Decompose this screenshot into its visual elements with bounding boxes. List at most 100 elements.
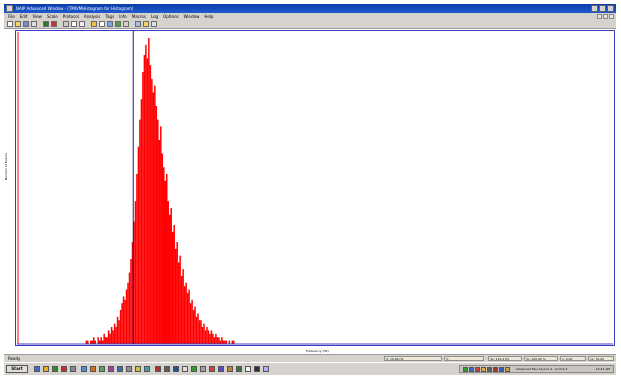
play-icon[interactable] [43, 21, 49, 27]
menu-help[interactable]: Help [204, 14, 214, 19]
tray-icon[interactable] [463, 367, 468, 372]
taskbar-app-icon[interactable] [227, 366, 233, 372]
tray-icon[interactable] [487, 367, 492, 372]
histogram-bar [87, 340, 89, 344]
histogram-plot-area[interactable] [15, 30, 615, 346]
histogram-bar [189, 303, 192, 344]
new-icon[interactable] [7, 21, 13, 27]
taskbar-app-icon[interactable] [209, 366, 215, 372]
status-field-xpos: x: 0.00 [560, 356, 586, 361]
taskbar-app-icon[interactable] [135, 366, 141, 372]
table-icon[interactable] [135, 21, 141, 27]
taskbar-app-icon[interactable] [34, 366, 40, 372]
print-icon[interactable] [31, 21, 37, 27]
histogram-bar [139, 119, 141, 344]
taskbar-app-icon[interactable] [43, 366, 49, 372]
status-field-xx: xx: 76.00 [588, 356, 614, 361]
y-axis-label: Number of Events [4, 152, 8, 180]
taskbar-app-icon[interactable] [254, 366, 260, 372]
start-button[interactable]: Start [6, 365, 28, 373]
doc-minimize-button[interactable] [597, 14, 602, 19]
histogram-bar [228, 340, 231, 344]
menu-scale[interactable]: Scale [46, 14, 58, 19]
histogram-bar [224, 340, 226, 344]
taskbar-app-icon[interactable] [245, 366, 251, 372]
tray-icon[interactable] [499, 367, 504, 372]
histogram-bar [188, 289, 190, 344]
doc-close-button[interactable] [609, 14, 614, 19]
taskbar-app-icon[interactable] [236, 366, 242, 372]
close-button[interactable] [607, 5, 614, 12]
minimize-button[interactable] [591, 5, 598, 12]
doc-restore-button[interactable] [603, 14, 608, 19]
taskbar-app-icon[interactable] [200, 366, 206, 372]
taskbar-app-icon[interactable] [90, 366, 96, 372]
taskbar-app-icon[interactable] [164, 366, 170, 372]
tray-icon[interactable] [481, 367, 486, 372]
taskbar-app-icon[interactable] [191, 366, 197, 372]
histogram-chart [17, 31, 613, 345]
taskbar-app-icon[interactable] [70, 366, 76, 372]
histogram-bar [151, 78, 153, 345]
taskbar-app-icon[interactable] [61, 366, 67, 372]
clock[interactable]: 10:41 AM [595, 367, 610, 371]
grid-icon[interactable] [107, 21, 113, 27]
menu-info[interactable]: Info [119, 14, 127, 19]
histogram-bar [146, 58, 149, 345]
menu-tags[interactable]: Tags [105, 14, 115, 19]
histogram-bar [125, 289, 128, 344]
menu-analysis[interactable]: Analysis [83, 14, 101, 19]
paste-icon[interactable] [79, 21, 85, 27]
menu-log[interactable]: Log [150, 14, 159, 19]
tray-task-text[interactable]: Advanced Plus Source 4 - Anima 3 [516, 367, 568, 371]
app-icon[interactable] [6, 5, 13, 12]
cut-icon[interactable] [63, 21, 69, 27]
tray-icon[interactable] [493, 367, 498, 372]
histogram-bar [207, 330, 210, 344]
settings-icon[interactable] [123, 21, 129, 27]
taskbar-app-icon[interactable] [117, 366, 123, 372]
menu-macros[interactable]: Macros [131, 14, 146, 19]
menu-edit[interactable]: Edit [19, 14, 28, 19]
taskbar-app-icon[interactable] [173, 366, 179, 372]
histogram-bar [98, 340, 101, 344]
histogram-bar [155, 106, 158, 344]
tray-icon[interactable] [505, 367, 510, 372]
save-icon[interactable] [23, 21, 29, 27]
info-icon[interactable] [143, 21, 149, 27]
histogram-bar [231, 340, 234, 344]
maximize-button[interactable] [599, 5, 606, 12]
taskbar-app-icon[interactable] [108, 366, 114, 372]
histogram-bar [182, 269, 184, 344]
taskbar-app-icon[interactable] [155, 366, 161, 372]
histogram-bar [91, 340, 93, 344]
menu-view[interactable]: View [32, 14, 42, 19]
menu-window[interactable]: Window [183, 14, 200, 19]
status-bar: Ready X: 10.84 Hz X: dx: 110.2 Hz dy: 10… [4, 354, 616, 362]
histogram-bar [109, 333, 111, 344]
cursor-icon[interactable] [99, 21, 105, 27]
taskbar-app-icon[interactable] [52, 366, 58, 372]
menu-file[interactable]: File [8, 14, 15, 19]
help-icon[interactable] [151, 21, 157, 27]
tray-icon[interactable] [475, 367, 480, 372]
histogram-bar [225, 340, 228, 344]
taskbar-app-icon[interactable] [99, 366, 105, 372]
histogram-bar [164, 180, 166, 344]
taskbar-app-icon[interactable] [218, 366, 224, 372]
open-icon[interactable] [15, 21, 21, 27]
taskbar-app-icon[interactable] [144, 366, 150, 372]
stop-icon[interactable] [51, 21, 57, 27]
chart-icon[interactable] [115, 21, 121, 27]
menu-options[interactable]: Options [163, 14, 179, 19]
taskbar-app-icon[interactable] [263, 366, 269, 372]
taskbar-app-icon[interactable] [126, 366, 132, 372]
menu-protocol[interactable]: Protocol [62, 14, 79, 19]
taskbar-app-icon[interactable] [182, 366, 188, 372]
tray-icon[interactable] [469, 367, 474, 372]
zoom-icon[interactable] [91, 21, 97, 27]
histogram-bar [101, 340, 104, 344]
histogram-bar [154, 85, 156, 344]
taskbar-app-icon[interactable] [81, 366, 87, 372]
copy-icon[interactable] [71, 21, 77, 27]
